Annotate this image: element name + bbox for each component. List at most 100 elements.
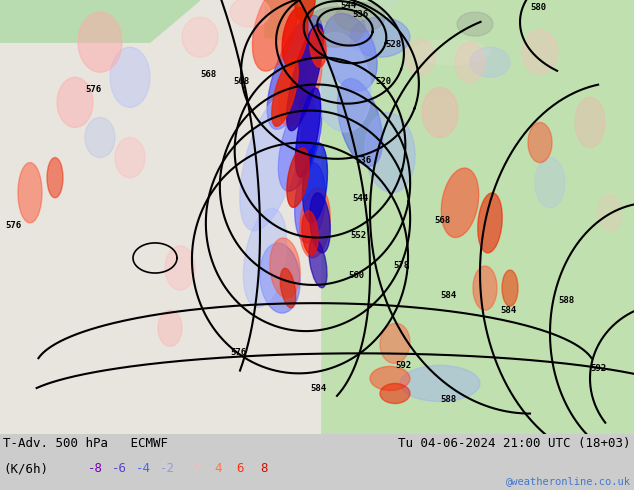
- Ellipse shape: [280, 269, 295, 308]
- Text: 592: 592: [395, 362, 411, 370]
- Text: 584: 584: [310, 385, 326, 393]
- Text: 2: 2: [192, 463, 200, 475]
- Ellipse shape: [260, 243, 300, 313]
- Text: 544: 544: [352, 194, 368, 203]
- Text: -2: -2: [160, 463, 175, 475]
- Ellipse shape: [278, 49, 321, 125]
- Text: 8: 8: [260, 463, 268, 475]
- Ellipse shape: [270, 238, 300, 298]
- Ellipse shape: [502, 270, 518, 306]
- Ellipse shape: [240, 95, 300, 231]
- Text: 568: 568: [200, 70, 216, 79]
- Ellipse shape: [337, 78, 382, 167]
- Ellipse shape: [287, 24, 323, 131]
- Text: Tu 04-06-2024 21:00 UTC (18+03): Tu 04-06-2024 21:00 UTC (18+03): [399, 437, 631, 450]
- Ellipse shape: [18, 163, 42, 223]
- Ellipse shape: [370, 367, 410, 391]
- Polygon shape: [0, 0, 130, 52]
- Ellipse shape: [309, 238, 327, 288]
- Polygon shape: [260, 0, 380, 42]
- Ellipse shape: [400, 366, 480, 401]
- Text: 576: 576: [85, 85, 101, 95]
- Ellipse shape: [323, 14, 377, 91]
- Text: 552: 552: [350, 231, 366, 240]
- Text: 568: 568: [233, 77, 249, 86]
- Ellipse shape: [309, 33, 371, 132]
- Text: 592: 592: [590, 365, 606, 373]
- Ellipse shape: [78, 12, 122, 73]
- Ellipse shape: [310, 27, 326, 67]
- Ellipse shape: [410, 40, 490, 65]
- Ellipse shape: [252, 0, 297, 71]
- Ellipse shape: [380, 323, 410, 364]
- Text: 560: 560: [348, 271, 364, 280]
- Ellipse shape: [267, 15, 323, 129]
- Ellipse shape: [85, 118, 115, 158]
- Polygon shape: [265, 0, 400, 52]
- Text: 584: 584: [500, 306, 516, 315]
- Text: T-Adv. 500 hPa   ECMWF: T-Adv. 500 hPa ECMWF: [3, 437, 168, 450]
- Text: -4: -4: [136, 463, 151, 475]
- Ellipse shape: [380, 384, 410, 404]
- Ellipse shape: [295, 88, 321, 177]
- Ellipse shape: [158, 310, 182, 346]
- Ellipse shape: [335, 2, 385, 32]
- Ellipse shape: [302, 211, 318, 255]
- Text: (K/6h): (K/6h): [3, 463, 48, 475]
- Polygon shape: [320, 0, 634, 434]
- Ellipse shape: [470, 47, 510, 77]
- Ellipse shape: [230, 0, 270, 27]
- Ellipse shape: [309, 193, 330, 253]
- Ellipse shape: [282, 7, 308, 67]
- Ellipse shape: [575, 98, 605, 147]
- Ellipse shape: [165, 246, 195, 290]
- Ellipse shape: [300, 188, 330, 258]
- Ellipse shape: [422, 87, 458, 138]
- Ellipse shape: [478, 193, 502, 253]
- Text: 536: 536: [352, 10, 368, 19]
- Text: 520: 520: [375, 77, 391, 86]
- Ellipse shape: [115, 138, 145, 178]
- Ellipse shape: [350, 17, 410, 57]
- Text: 4: 4: [214, 463, 221, 475]
- Text: 528: 528: [385, 40, 401, 49]
- Ellipse shape: [473, 266, 497, 310]
- Ellipse shape: [278, 94, 321, 191]
- Ellipse shape: [287, 148, 309, 207]
- Text: 576: 576: [5, 221, 21, 230]
- Ellipse shape: [405, 39, 435, 75]
- Polygon shape: [0, 0, 200, 42]
- Ellipse shape: [295, 163, 325, 243]
- Ellipse shape: [47, 158, 63, 198]
- Ellipse shape: [441, 168, 479, 238]
- Text: 536: 536: [355, 156, 371, 165]
- Polygon shape: [0, 0, 320, 434]
- Text: 544: 544: [340, 1, 356, 10]
- Ellipse shape: [300, 0, 340, 22]
- Ellipse shape: [305, 7, 365, 47]
- Text: 588: 588: [558, 296, 574, 305]
- Text: 584: 584: [440, 291, 456, 300]
- Ellipse shape: [272, 58, 298, 126]
- Text: 576: 576: [230, 348, 246, 357]
- Ellipse shape: [522, 30, 558, 74]
- Text: 578: 578: [393, 261, 409, 270]
- Text: 568: 568: [434, 216, 450, 225]
- Ellipse shape: [528, 122, 552, 163]
- Ellipse shape: [457, 12, 493, 36]
- Ellipse shape: [302, 143, 327, 223]
- Text: 588: 588: [440, 394, 456, 404]
- Ellipse shape: [535, 158, 565, 208]
- Ellipse shape: [598, 195, 622, 231]
- Text: 6: 6: [236, 463, 243, 475]
- Text: @weatheronline.co.uk: @weatheronline.co.uk: [506, 477, 631, 487]
- Text: 580: 580: [530, 3, 546, 12]
- Ellipse shape: [182, 17, 218, 57]
- Ellipse shape: [455, 42, 485, 82]
- Text: -8: -8: [88, 463, 103, 475]
- Ellipse shape: [295, 0, 315, 22]
- Ellipse shape: [243, 208, 287, 308]
- Ellipse shape: [365, 113, 415, 193]
- Ellipse shape: [57, 77, 93, 127]
- Ellipse shape: [110, 47, 150, 107]
